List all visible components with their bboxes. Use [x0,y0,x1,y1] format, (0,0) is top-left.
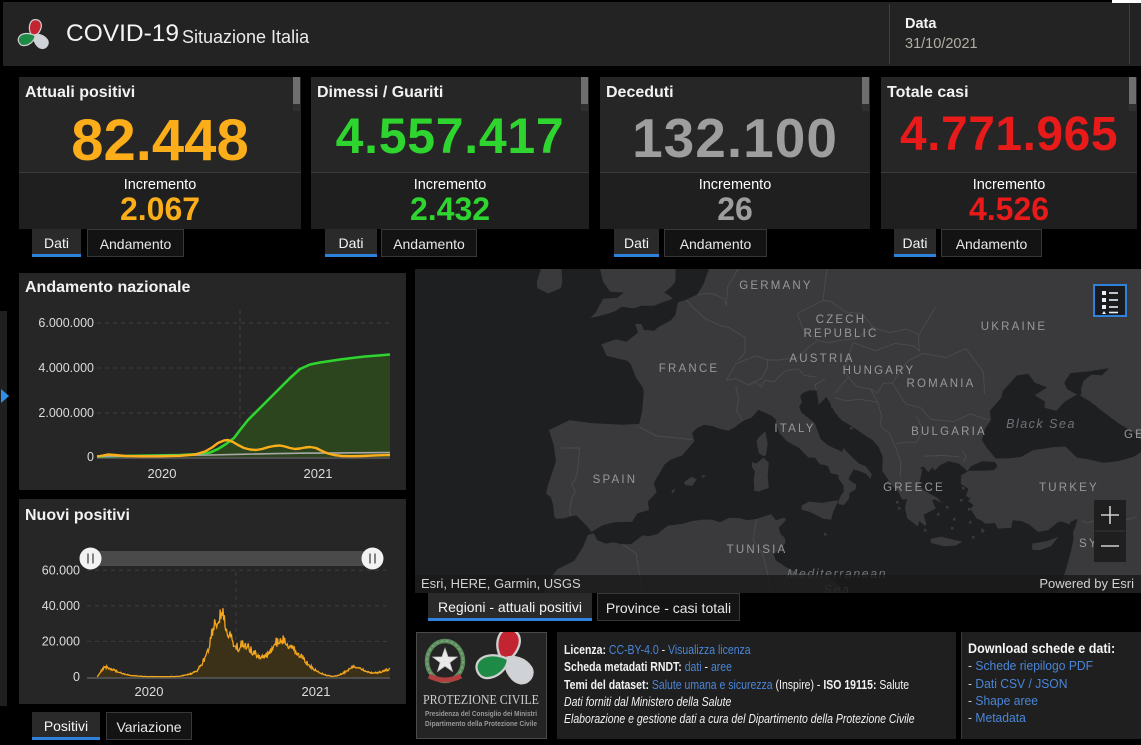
svg-text:60.000: 60.000 [42,563,80,577]
svg-text:HUNGARY: HUNGARY [843,365,916,377]
svg-text:GEORGIA: GEORGIA [1124,429,1141,441]
svg-text:BULGARIA: BULGARIA [911,426,987,438]
svg-text:ROMANIA: ROMANIA [906,378,975,390]
svg-text:2020: 2020 [148,466,177,481]
svg-text:FRANCE: FRANCE [659,363,719,375]
svg-text:Presidenza del Consiglio dei M: Presidenza del Consiglio dei Ministri [425,709,537,718]
svg-text:GREECE: GREECE [883,482,945,494]
svg-text:2020: 2020 [135,684,164,699]
svg-text:Black Sea: Black Sea [1006,417,1076,431]
svg-text:Powered by Esri: Powered by Esri [1039,576,1134,591]
svg-text:4.000.000: 4.000.000 [38,361,94,375]
svg-text:2021: 2021 [302,684,331,699]
svg-text:REPUBLIC: REPUBLIC [803,328,878,340]
svg-text:TUNISIA: TUNISIA [727,544,788,556]
svg-text:0: 0 [73,670,80,684]
svg-text:Esri, HERE, Garmin, USGS: Esri, HERE, Garmin, USGS [421,576,581,591]
svg-text:SPAIN: SPAIN [593,474,638,486]
svg-text:20.000: 20.000 [42,634,80,648]
svg-text:6.000.000: 6.000.000 [38,316,94,330]
svg-text:AUSTRIA: AUSTRIA [789,353,854,365]
svg-text:40.000: 40.000 [42,599,80,613]
svg-text:Dipartimento della Protezione: Dipartimento della Protezione Civile [425,719,537,728]
svg-text:UKRAINE: UKRAINE [981,321,1048,333]
svg-text:PROTEZIONE CIVILE: PROTEZIONE CIVILE [423,692,539,707]
svg-text:TURKEY: TURKEY [1039,482,1099,494]
svg-text:ITALY: ITALY [774,423,815,435]
svg-text:2.000.000: 2.000.000 [38,406,94,420]
svg-text:CZECH: CZECH [816,314,867,326]
svg-text:0: 0 [87,450,94,464]
svg-text:GERMANY: GERMANY [739,280,813,292]
svg-text:2021: 2021 [304,466,333,481]
